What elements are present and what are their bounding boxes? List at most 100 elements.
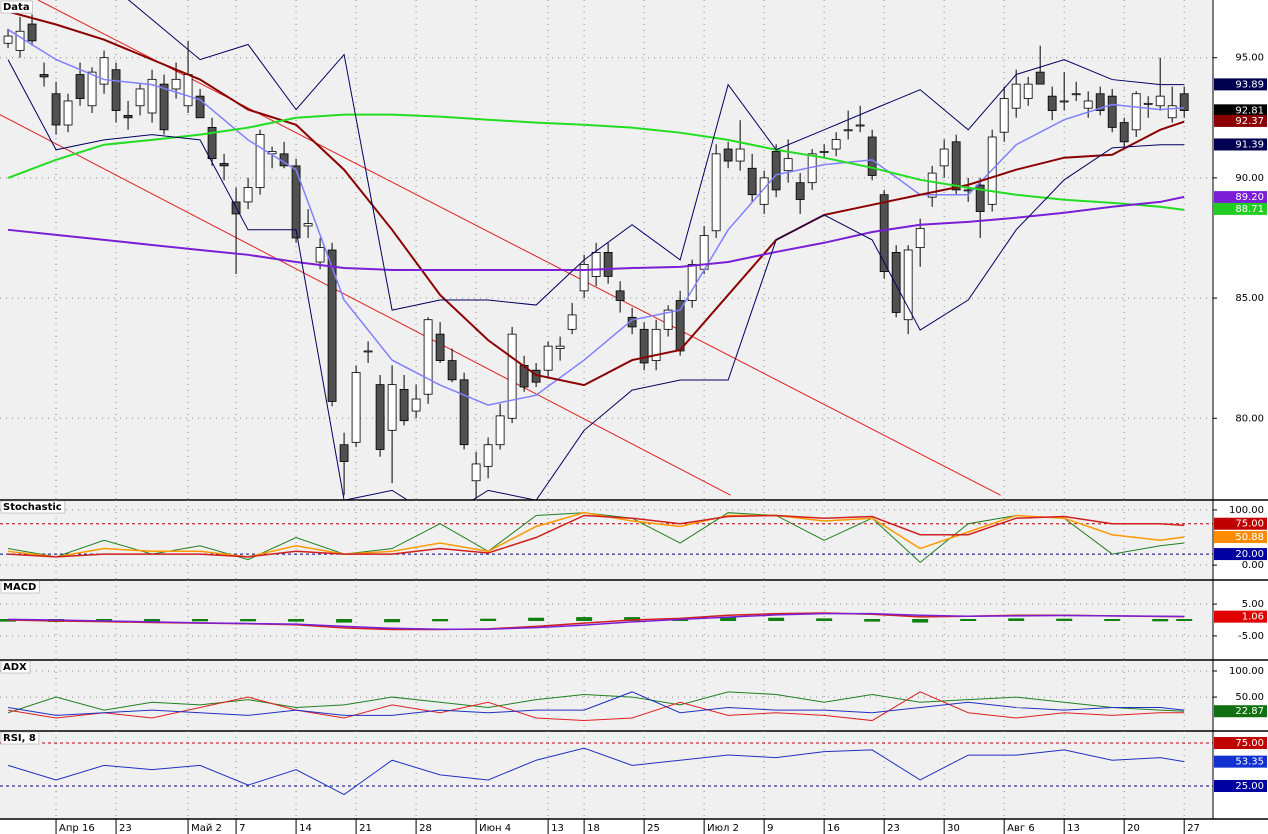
panel-title-box xyxy=(0,660,31,674)
histogram-bar xyxy=(336,619,353,623)
candle-body xyxy=(207,127,217,160)
y-tick-label: 0.00 xyxy=(1242,560,1264,571)
panel xyxy=(0,580,1213,660)
indicator-line xyxy=(7,514,1185,558)
indicator-line xyxy=(7,747,1185,796)
value-label-box xyxy=(1214,202,1267,215)
x-tick-label: 18 xyxy=(587,823,600,834)
indicator-line xyxy=(7,28,1185,406)
candle-body xyxy=(891,252,901,313)
x-tick-label: Апр 16 xyxy=(59,823,95,834)
histogram-bar xyxy=(816,618,833,621)
candle-body xyxy=(615,290,625,301)
candle-body xyxy=(1107,95,1117,128)
candle-body xyxy=(927,172,937,198)
x-tick-label: 7 xyxy=(239,823,245,834)
candle-body xyxy=(219,163,229,167)
x-tick-label: 25 xyxy=(647,823,660,834)
value-label-box xyxy=(1214,610,1267,623)
histogram-bar xyxy=(720,617,737,621)
candle-body xyxy=(1047,95,1057,111)
x-tick-label: 9 xyxy=(767,823,773,834)
histogram-bar xyxy=(1176,619,1193,621)
trend-line xyxy=(37,0,1001,496)
panel xyxy=(0,500,1213,580)
histogram-bar xyxy=(144,619,161,622)
candle-body xyxy=(1059,100,1069,103)
y-tick-label: 85.00 xyxy=(1235,293,1264,304)
candle-body xyxy=(1023,83,1033,99)
candle-body xyxy=(663,309,673,330)
x-tick-label: 14 xyxy=(299,823,312,834)
candle-body xyxy=(483,444,493,467)
x-tick-label: 21 xyxy=(359,823,372,834)
indicator-line xyxy=(8,612,1185,630)
value-label-box xyxy=(1214,755,1267,768)
y-tick-label: 100.00 xyxy=(1229,666,1264,677)
value-label-box xyxy=(1214,78,1267,91)
x-tick-label: 16 xyxy=(827,823,840,834)
candle-body xyxy=(135,88,145,107)
indicator-line xyxy=(7,59,1185,500)
candle-body xyxy=(159,83,169,131)
y-tick-label: 90.00 xyxy=(1235,173,1264,184)
candle-body xyxy=(147,78,157,114)
panel xyxy=(0,0,1213,500)
candle-body xyxy=(759,177,769,205)
x-tick-label: Май 2 xyxy=(191,823,222,834)
candle-body xyxy=(63,100,73,126)
candle-body xyxy=(675,300,685,352)
x-tick-label: 13 xyxy=(551,823,564,834)
candle-body xyxy=(255,134,265,188)
level-label: 25.00 xyxy=(1235,781,1264,792)
histogram-bar xyxy=(1008,618,1025,621)
x-axis-background xyxy=(0,819,1213,834)
candle-body xyxy=(723,148,733,162)
y-tick-label: 80.00 xyxy=(1235,413,1264,424)
value-label: 91.39 xyxy=(1235,139,1264,150)
panel-title: Data xyxy=(3,2,30,13)
candle-body xyxy=(447,360,457,381)
indicator-line xyxy=(8,0,1185,311)
x-tick-label: 13 xyxy=(1067,823,1080,834)
indicator-line xyxy=(7,691,1185,722)
x-tick-label: 23 xyxy=(119,823,132,834)
histogram-bar xyxy=(912,619,929,623)
value-label: 93.89 xyxy=(1235,79,1264,90)
candle-body xyxy=(27,23,37,42)
candle-body xyxy=(423,319,433,395)
candle-body xyxy=(1119,122,1129,143)
candle-body xyxy=(411,398,421,412)
candle-body xyxy=(363,350,373,353)
candle-body xyxy=(627,316,637,328)
candle-body xyxy=(1143,102,1153,105)
value-label: 50.88 xyxy=(1235,532,1264,543)
histogram-bar xyxy=(1056,618,1073,621)
panel xyxy=(0,731,1213,819)
y-tick-label: 50.00 xyxy=(1235,692,1264,703)
value-label: 89.20 xyxy=(1235,192,1264,203)
candle-body xyxy=(1071,93,1081,96)
level-label-box xyxy=(1214,548,1267,561)
x-tick-label: Июн 4 xyxy=(479,823,511,834)
candle-body xyxy=(903,249,913,321)
candle-body xyxy=(495,415,505,446)
panel-title: ADX xyxy=(3,662,27,673)
candle-body xyxy=(819,151,829,153)
candle-body xyxy=(291,165,301,239)
candle-body xyxy=(735,148,745,162)
y-tick-label: -5.00 xyxy=(1238,631,1264,642)
candle-body xyxy=(1179,93,1189,111)
candle-body xyxy=(171,78,181,90)
candle-body xyxy=(567,314,577,330)
x-tick-label: 30 xyxy=(947,823,960,834)
histogram-bar xyxy=(288,619,305,622)
candle-body xyxy=(3,35,13,44)
candle-body xyxy=(351,372,361,443)
value-label-box xyxy=(1214,138,1267,151)
indicator-line xyxy=(7,512,1185,564)
panel-title-box xyxy=(0,731,40,745)
candle-body xyxy=(831,139,841,150)
candle-body xyxy=(1167,105,1177,119)
level-label-box xyxy=(1214,780,1267,792)
